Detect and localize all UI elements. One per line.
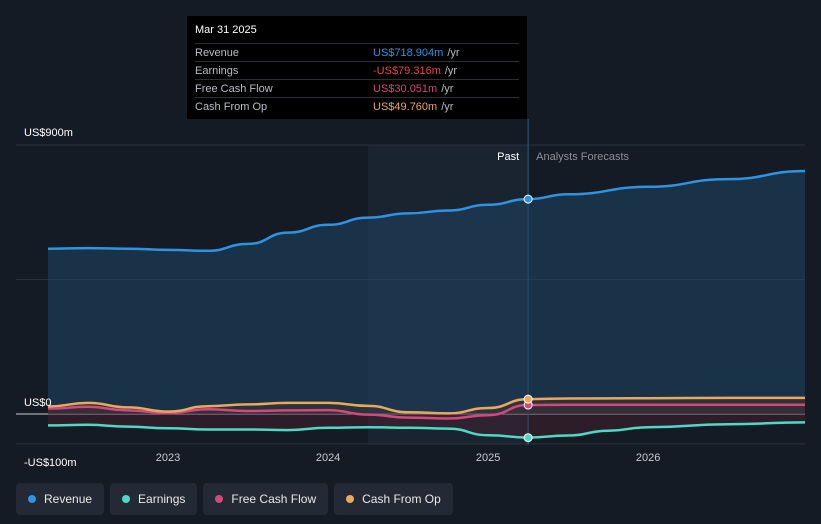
earnings-dot-icon <box>122 495 131 503</box>
x-tick-label: 2024 <box>316 452 340 464</box>
free-cash-flow-area <box>48 404 805 419</box>
revenue-line <box>47 169 806 253</box>
cash-from-op-line <box>47 396 805 415</box>
tooltip-unit: /yr <box>441 100 454 113</box>
earnings-line <box>47 421 806 439</box>
x-tick-label: 2023 <box>156 452 180 464</box>
hover-tooltip: Mar 31 2025 Revenue US$718.904m /yr Earn… <box>187 16 527 119</box>
tooltip-value: US$49.760m <box>373 100 438 113</box>
revenue-dot-icon <box>28 495 36 503</box>
x-tick-label: 2026 <box>636 452 660 464</box>
tooltip-label: Earnings <box>195 64 239 77</box>
forecast-label: Analysts Forecasts <box>536 151 629 163</box>
earnings-area <box>48 414 805 438</box>
legend-label: Cash From Op <box>362 492 441 506</box>
legend-label: Free Cash Flow <box>231 492 317 506</box>
y-tick-label: -US$100m <box>24 457 77 469</box>
tooltip-row-revenue: Revenue US$718.904m /yr <box>195 43 519 61</box>
y-tick-label: US$0 <box>24 397 52 409</box>
tooltip-unit: /yr <box>441 82 454 95</box>
legend-item-free-cash-flow[interactable]: Free Cash Flow <box>203 483 329 515</box>
past-label: Past <box>497 151 519 163</box>
cash-from-op-dot-icon <box>346 495 355 503</box>
x-tick-label: 2025 <box>476 452 500 464</box>
legend-item-revenue[interactable]: Revenue <box>16 483 105 515</box>
tooltip-value: US$718.904m <box>373 46 444 59</box>
revenue-marker <box>523 194 533 204</box>
tooltip-value: -US$79.316m <box>373 64 441 77</box>
free-cash-flow-dot-icon <box>215 495 224 503</box>
tooltip-unit: /yr <box>444 64 458 77</box>
legend-item-earnings[interactable]: Earnings <box>110 483 198 515</box>
legend-label: Revenue <box>44 492 93 506</box>
chart-legend: Revenue Earnings Free Cash Flow Cash Fro… <box>16 483 453 515</box>
tooltip-row-earnings: Earnings -US$79.316m /yr <box>195 61 519 79</box>
y-tick-label: US$900m <box>24 127 73 139</box>
tooltip-label: Revenue <box>195 46 240 59</box>
legend-label: Earnings <box>138 492 186 506</box>
tooltip-date: Mar 31 2025 <box>195 24 257 36</box>
tooltip-row-free-cash-flow: Free Cash Flow US$30.051m /yr <box>195 79 519 97</box>
legend-item-cash-from-op[interactable]: Cash From Op <box>334 483 453 515</box>
tooltip-label: Cash From Op <box>195 100 268 113</box>
free-cash-flow-line <box>47 403 805 420</box>
tooltip-unit: /yr <box>447 46 460 59</box>
revenue-area <box>48 171 805 414</box>
tooltip-value: US$30.051m <box>373 82 438 95</box>
earnings-marker <box>523 433 533 443</box>
tooltip-label: Free Cash Flow <box>195 82 273 95</box>
tooltip-row-cash-from-op: Cash From Op US$49.760m /yr <box>195 97 519 115</box>
cash-from-op-marker <box>523 394 533 404</box>
